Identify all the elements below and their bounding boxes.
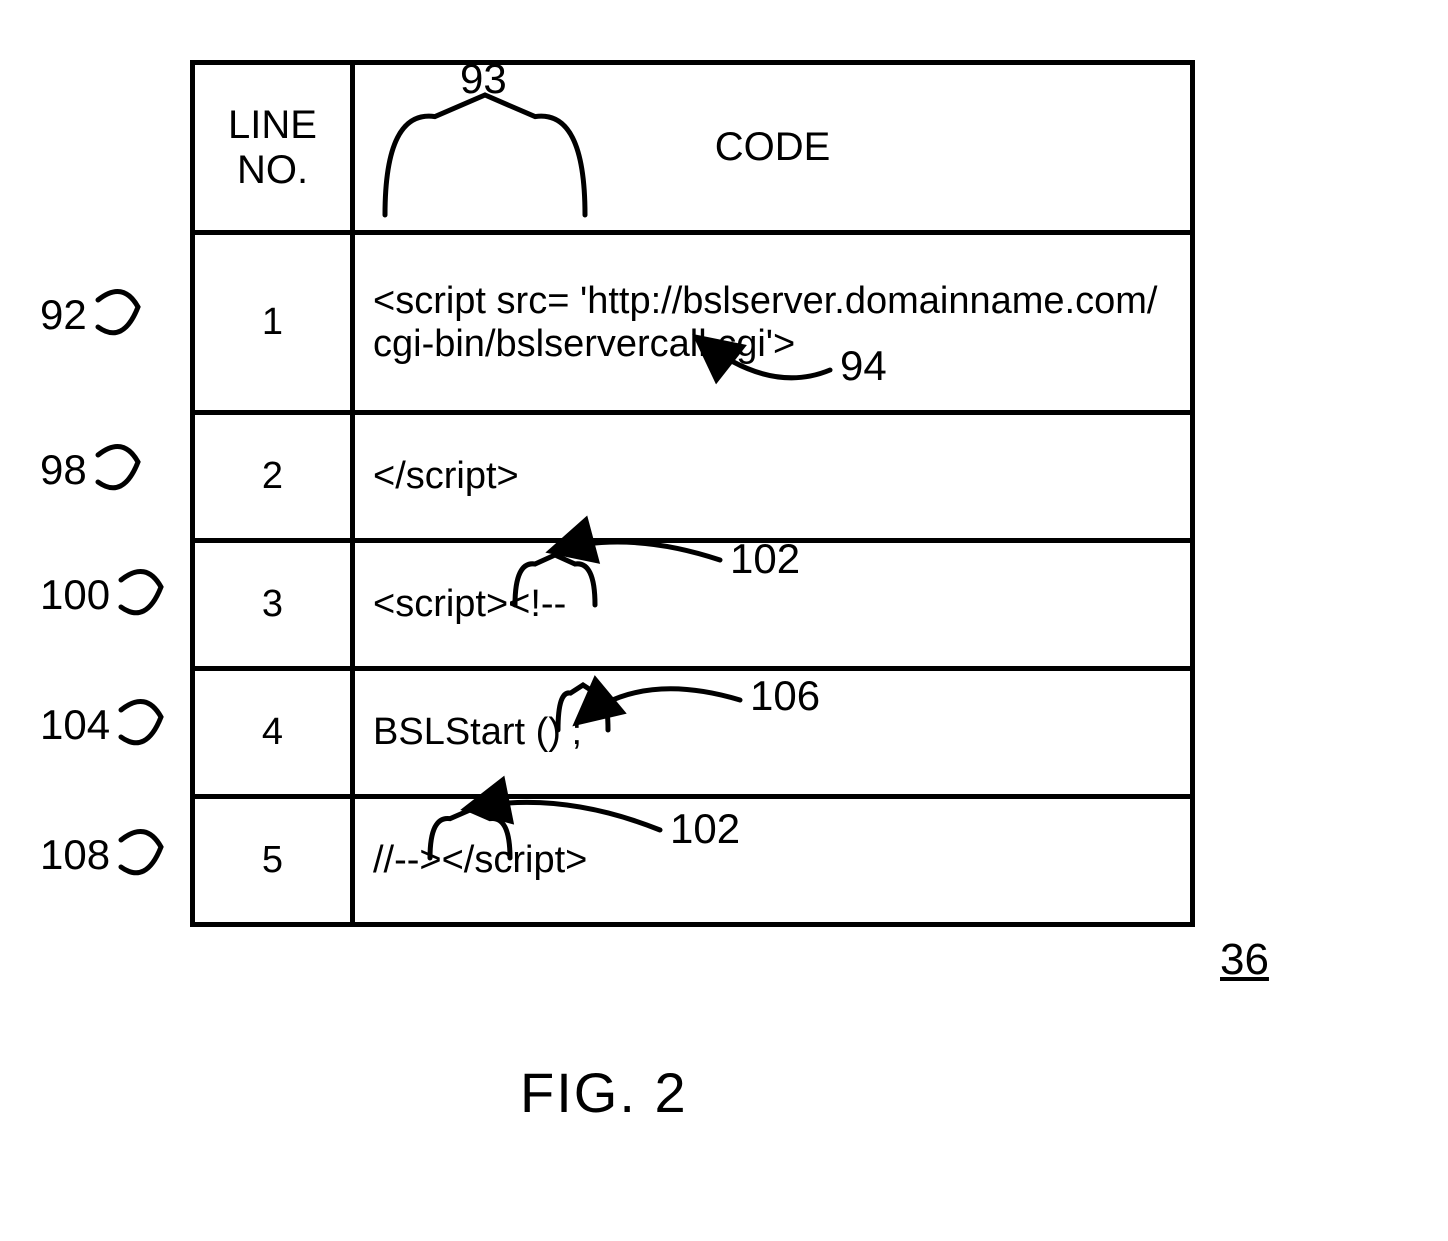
- line-number: 1: [262, 301, 283, 343]
- code-text: BSLStart () ;: [373, 711, 582, 753]
- line-number-cell: 3: [193, 541, 353, 669]
- row-reference-label: 98: [40, 446, 87, 494]
- row-reference-label: 104: [40, 701, 110, 749]
- code-table: LINE NO. CODE 1 <script src= 'http://bsls…: [190, 60, 1195, 927]
- bracket-icon: [93, 285, 163, 345]
- table-header-row: LINE NO. CODE: [193, 63, 1193, 233]
- table-row: 1 <script src= 'http://bslserver.domainna…: [193, 233, 1193, 413]
- line-number: 2: [262, 455, 283, 497]
- line-number: 4: [262, 711, 283, 753]
- row-reference-label: 100: [40, 571, 110, 619]
- header-code: CODE: [353, 63, 1193, 233]
- row-reference: 98: [40, 440, 163, 500]
- table-row: 3 <script><!--: [193, 541, 1193, 669]
- row-reference-label: 108: [40, 831, 110, 879]
- code-cell: </script>: [353, 413, 1193, 541]
- header-code-text: CODE: [715, 125, 831, 169]
- code-text: //--></script>: [373, 839, 587, 881]
- line-number-cell: 5: [193, 797, 353, 925]
- table-row: 2 </script>: [193, 413, 1193, 541]
- row-reference: 108: [40, 825, 186, 885]
- line-number-cell: 4: [193, 669, 353, 797]
- code-cell: //--></script>: [353, 797, 1193, 925]
- code-text: <script src= 'http://bslserver.domainnam…: [373, 280, 1157, 365]
- code-text: </script>: [373, 455, 519, 497]
- line-number: 5: [262, 839, 283, 881]
- row-reference: 104: [40, 695, 186, 755]
- bracket-icon: [93, 440, 163, 500]
- table-row: 4 BSLStart () ;: [193, 669, 1193, 797]
- line-number-cell: 1: [193, 233, 353, 413]
- code-cell: <script><!--: [353, 541, 1193, 669]
- figure-reference-number: 36: [1220, 935, 1269, 985]
- code-cell: <script src= 'http://bslserver.domainnam…: [353, 233, 1193, 413]
- code-table-container: LINE NO. CODE 1 <script src= 'http://bsls…: [190, 60, 1190, 920]
- table-row: 5 //--></script>: [193, 797, 1193, 925]
- code-text: <script><!--: [373, 583, 566, 625]
- row-reference: 92: [40, 285, 163, 345]
- line-number-cell: 2: [193, 413, 353, 541]
- bracket-icon: [116, 565, 186, 625]
- row-reference: 100: [40, 565, 186, 625]
- figure-caption: FIG. 2: [520, 1060, 688, 1125]
- bracket-icon: [116, 825, 186, 885]
- figure-2: LINE NO. CODE 1 <script src= 'http://bsls…: [0, 0, 1448, 1241]
- line-number: 3: [262, 583, 283, 625]
- row-reference-label: 92: [40, 291, 87, 339]
- bracket-icon: [116, 695, 186, 755]
- header-line-no: LINE NO.: [193, 63, 353, 233]
- header-line-no-text: LINE NO.: [228, 103, 317, 192]
- code-table-body: 1 <script src= 'http://bslserver.domainna…: [193, 233, 1193, 925]
- code-cell: BSLStart () ;: [353, 669, 1193, 797]
